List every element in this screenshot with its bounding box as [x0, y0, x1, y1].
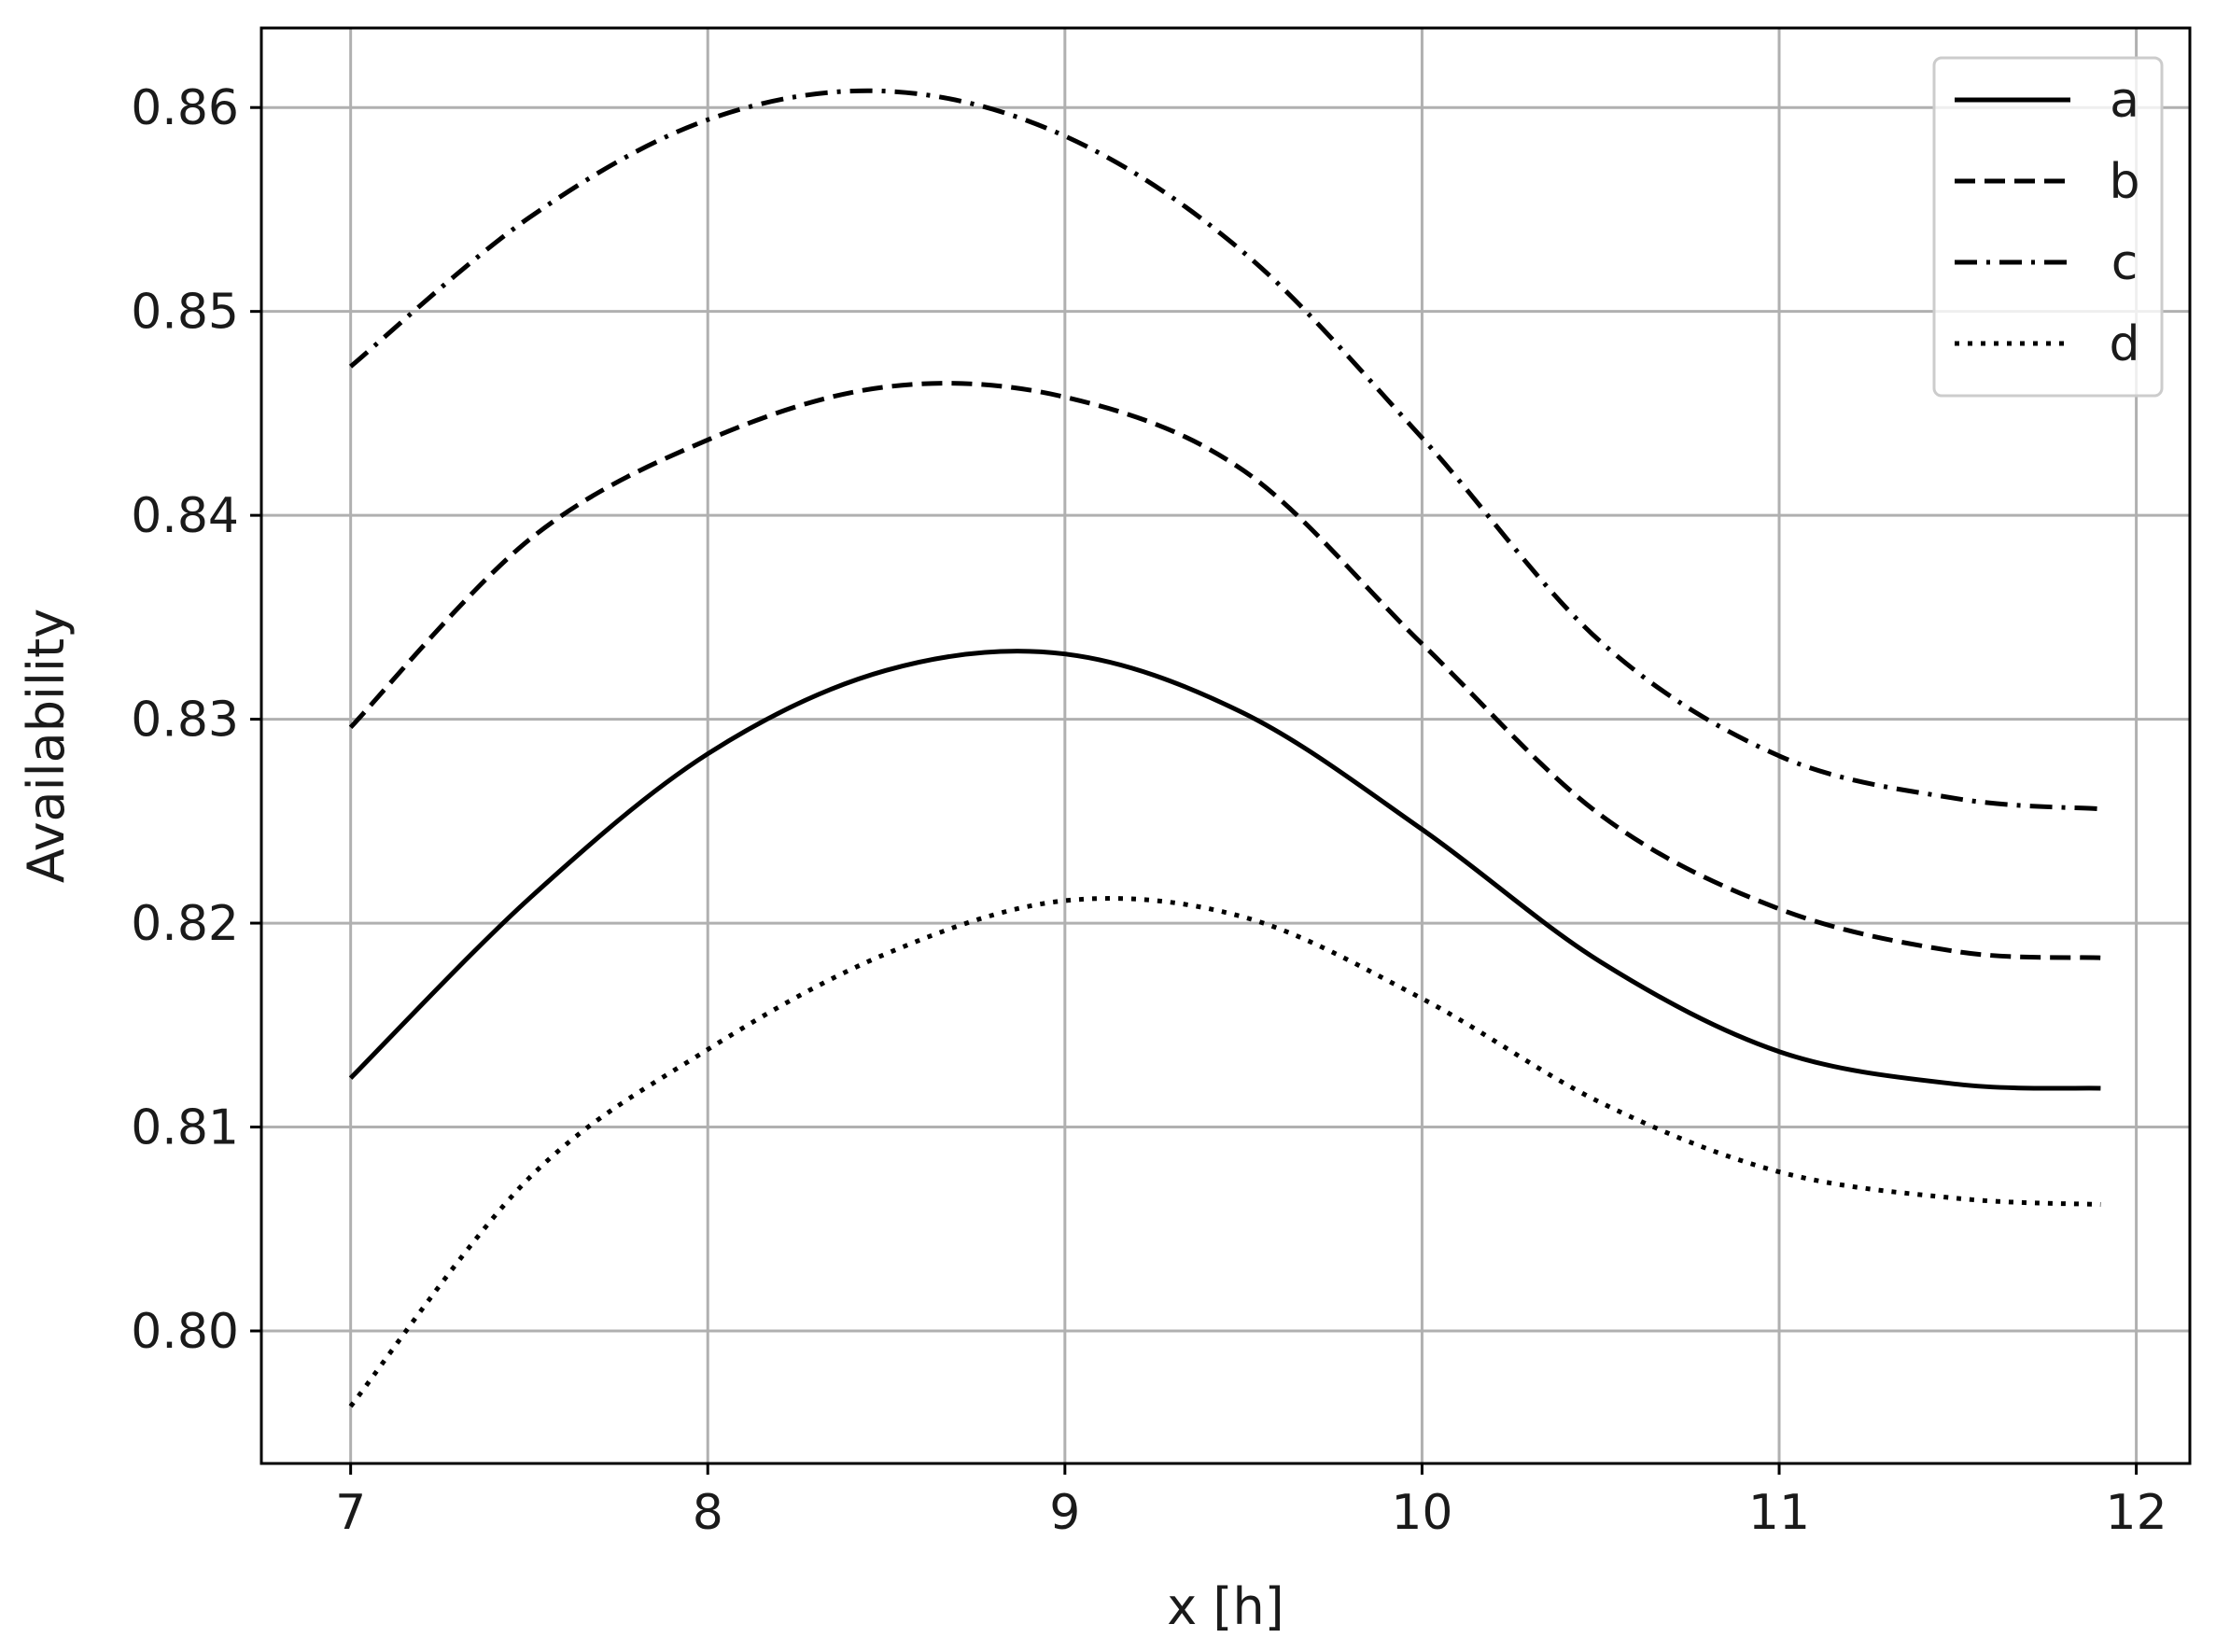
series-line-a: [348, 649, 2101, 1091]
y-tick-label: 0.84: [131, 488, 239, 544]
plot-frame: [259, 26, 2192, 1465]
y-tick-label: 0.83: [131, 693, 239, 749]
x-tick-label: 9: [1049, 1485, 1080, 1541]
x-tick-label: 7: [335, 1485, 366, 1541]
x-tick-label: 8: [693, 1485, 723, 1541]
series-lines: [348, 88, 2101, 1408]
series-line-b: [348, 381, 2101, 960]
legend-label-c: c: [2111, 235, 2139, 291]
legend-box: [1932, 56, 2164, 398]
legend-label-a: a: [2110, 73, 2139, 129]
y-tick-label: 0.82: [131, 896, 239, 952]
grid: [261, 28, 2190, 1463]
y-axis-title: Availability: [17, 609, 76, 883]
series-line-d: [348, 896, 2101, 1408]
legend-label-b: b: [2109, 154, 2139, 210]
x-axis-title: x [h]: [1167, 1577, 1283, 1636]
series-line-c: [348, 88, 2101, 812]
y-tick-label: 0.81: [131, 1100, 239, 1156]
x-tick-label: 11: [1748, 1485, 1810, 1541]
y-tick-label: 0.80: [131, 1304, 239, 1360]
x-tick-label: 10: [1391, 1485, 1452, 1541]
legend-label-d: d: [2109, 316, 2139, 372]
y-tick-label: 0.86: [131, 80, 239, 136]
x-tick-label: 12: [2106, 1485, 2167, 1541]
axis-ticks: 7 8 9 10 11 12 0.80 0.81 0.82 0.83 0.84 0.85 0.86: [131, 80, 2167, 1541]
y-tick-label: 0.85: [131, 285, 239, 341]
